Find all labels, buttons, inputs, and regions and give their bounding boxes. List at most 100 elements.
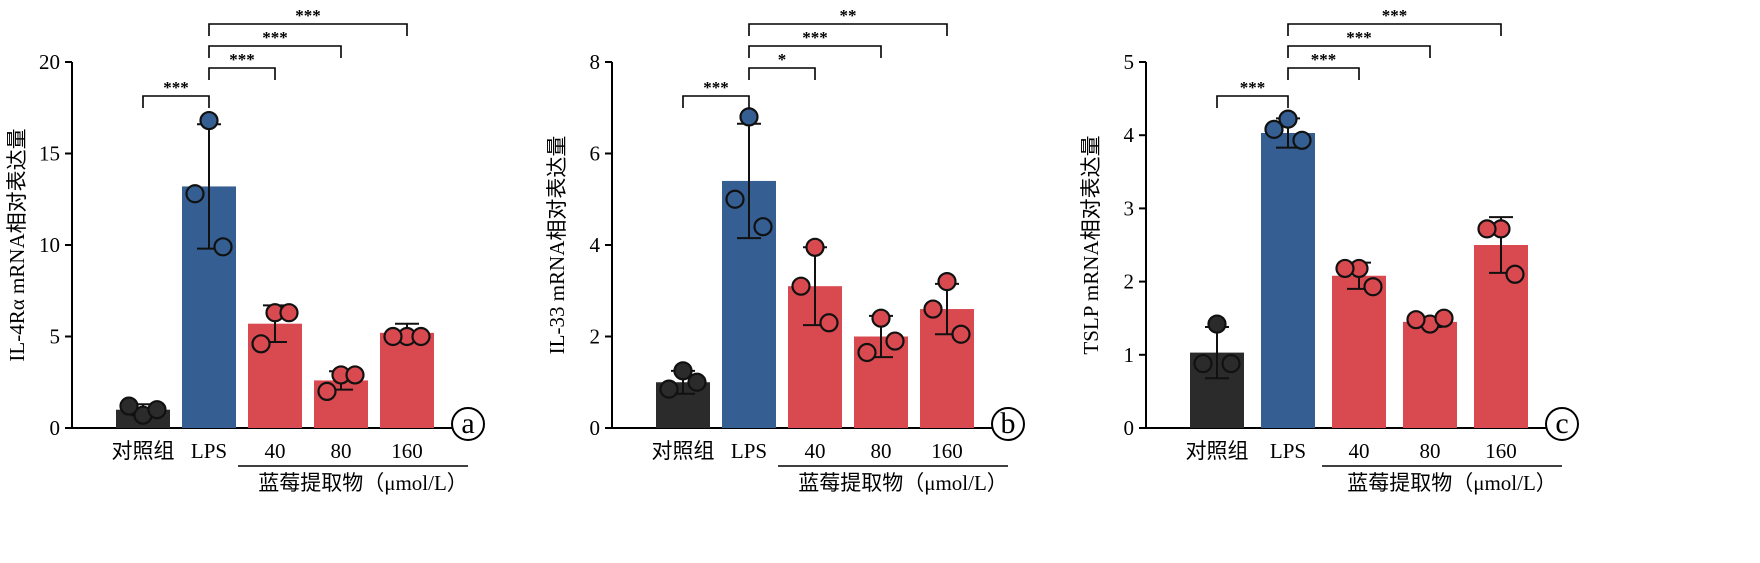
y-tick-label: 0 — [1124, 416, 1135, 440]
group-label: 蓝莓提取物（μmol/L） — [1347, 471, 1557, 495]
category-label: 对照组 — [1186, 439, 1249, 463]
category-label: 160 — [1485, 439, 1517, 463]
category-label: 40 — [805, 439, 826, 463]
panel-letter: b — [1001, 407, 1016, 440]
significance-bracket — [748, 67, 816, 80]
category-label: LPS — [191, 439, 227, 463]
y-tick-label: 8 — [590, 50, 601, 74]
significance-bracket — [682, 95, 750, 108]
y-tick-label: 10 — [39, 233, 60, 257]
bar-c-1 — [1261, 133, 1315, 428]
y-axis-label: IL-33 mRNA相对表达量 — [545, 136, 569, 355]
data-point — [951, 324, 971, 344]
data-point — [1505, 264, 1525, 284]
significance-bracket — [208, 45, 342, 58]
category-label: 对照组 — [652, 439, 715, 463]
significance-bracket — [1216, 95, 1289, 108]
data-point — [687, 372, 707, 392]
significance-label: *** — [229, 50, 255, 69]
data-point — [673, 361, 693, 381]
y-tick-label: 4 — [1124, 123, 1135, 147]
data-point — [1434, 308, 1454, 328]
panel-letter-circle — [1545, 407, 1579, 441]
data-point — [1335, 258, 1355, 279]
significance-bracket — [1287, 45, 1431, 58]
data-point — [1363, 277, 1383, 297]
data-point — [857, 342, 877, 363]
data-point — [279, 303, 299, 323]
y-tick-label: 1 — [1124, 343, 1135, 367]
category-label: 80 — [331, 439, 352, 463]
significance-label: *** — [163, 78, 189, 97]
bar-a-4 — [380, 332, 434, 428]
y-axis-label: IL-4Rα mRNA相对表达量 — [5, 128, 29, 361]
data-point — [185, 184, 205, 204]
significance-label: *** — [802, 28, 828, 47]
data-point — [1264, 119, 1284, 139]
significance-bracket — [748, 23, 948, 36]
data-point — [1221, 353, 1241, 374]
data-point — [805, 237, 825, 257]
data-point — [725, 189, 745, 209]
category-label: 80 — [871, 439, 892, 463]
category-label: 对照组 — [112, 439, 175, 463]
category-label: 40 — [265, 439, 286, 463]
category-label: 80 — [1420, 439, 1441, 463]
data-point — [213, 237, 233, 257]
significance-bracket — [1287, 67, 1360, 80]
data-point — [819, 313, 839, 333]
category-label: 160 — [931, 439, 963, 463]
significance-bracket — [208, 67, 276, 80]
significance-label: *** — [1346, 28, 1372, 47]
data-point — [937, 272, 957, 292]
y-tick-label: 5 — [1124, 50, 1135, 74]
category-label: 40 — [1349, 439, 1370, 463]
significance-label: *** — [295, 6, 321, 25]
data-point — [871, 308, 891, 328]
significance-label: *** — [1240, 78, 1266, 97]
panel-letter: c — [1555, 407, 1568, 440]
data-point — [411, 326, 431, 347]
data-point — [923, 299, 943, 319]
data-point — [1278, 109, 1298, 129]
data-point — [885, 331, 905, 351]
y-tick-label: 0 — [50, 416, 61, 440]
significance-bracket — [208, 23, 408, 36]
group-label: 蓝莓提取物（μmol/L） — [258, 471, 468, 495]
data-point — [251, 334, 271, 354]
data-point — [1477, 219, 1497, 239]
significance-bracket — [142, 95, 210, 108]
y-tick-label: 15 — [39, 142, 60, 166]
category-label: 160 — [391, 439, 423, 463]
panel-letter-circle — [451, 407, 485, 441]
data-point — [659, 379, 679, 399]
significance-bracket — [748, 45, 882, 58]
data-point — [383, 326, 403, 347]
data-point — [1207, 314, 1227, 334]
y-tick-label: 0 — [590, 416, 601, 440]
group-label: 蓝莓提取物（μmol/L） — [798, 471, 1008, 495]
data-point — [753, 217, 773, 237]
y-tick-label: 2 — [1124, 270, 1135, 294]
y-tick-label: 5 — [50, 325, 61, 349]
data-point — [1406, 310, 1426, 330]
bar-c-3 — [1403, 321, 1457, 428]
data-point — [345, 365, 365, 385]
data-point — [199, 110, 219, 131]
category-label: LPS — [731, 439, 767, 463]
data-point — [317, 381, 337, 401]
panel-letter-circle — [991, 407, 1025, 441]
y-tick-label: 3 — [1124, 196, 1135, 220]
significance-label: * — [778, 50, 787, 69]
data-point — [791, 276, 811, 296]
data-point — [147, 400, 167, 420]
y-tick-label: 2 — [590, 325, 601, 349]
significance-label: *** — [1311, 50, 1337, 69]
panel-letter: a — [461, 407, 474, 440]
y-tick-label: 6 — [590, 142, 601, 166]
data-point — [1292, 130, 1312, 150]
